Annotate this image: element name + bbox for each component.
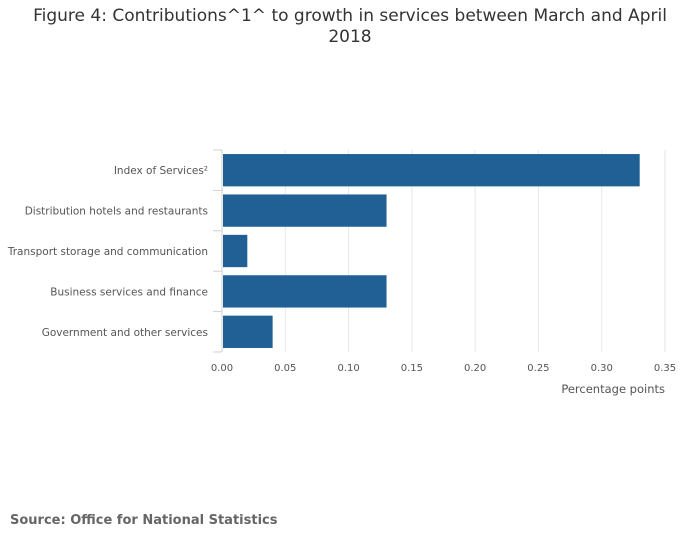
category-label: Government and other services [42,327,208,339]
x-tick-label: 0.15 [401,363,423,374]
x-tick-label: 0.10 [337,363,359,374]
source-note: Source: Office for National Statistics [10,513,278,528]
bar [223,194,387,227]
x-tick-label: 0.25 [527,363,549,374]
bars [223,154,640,348]
axes [213,149,223,353]
bar [223,234,248,268]
category-label: Transport storage and communication [7,246,208,258]
bar [223,275,387,308]
bar [223,154,640,187]
category-label: Distribution hotels and restaurants [25,206,208,218]
chart-title: Figure 4: Contributions^1^ to growth in … [33,6,667,47]
bar [223,315,273,348]
x-tick-label: 0.30 [591,363,613,374]
category-label: Business services and finance [50,286,208,298]
x-tick-label: 0.00 [211,363,233,374]
x-axis-title: Percentage points [561,382,665,396]
x-tick-label: 0.05 [274,363,296,374]
x-tick-label: 0.35 [654,363,676,374]
x-tick-label: 0.20 [464,363,486,374]
labels: 0.00 0.05 0.10 0.15 0.20 0.25 0.30 0.35 Index of… [7,165,676,396]
category-label: Index of Services² [114,165,208,177]
